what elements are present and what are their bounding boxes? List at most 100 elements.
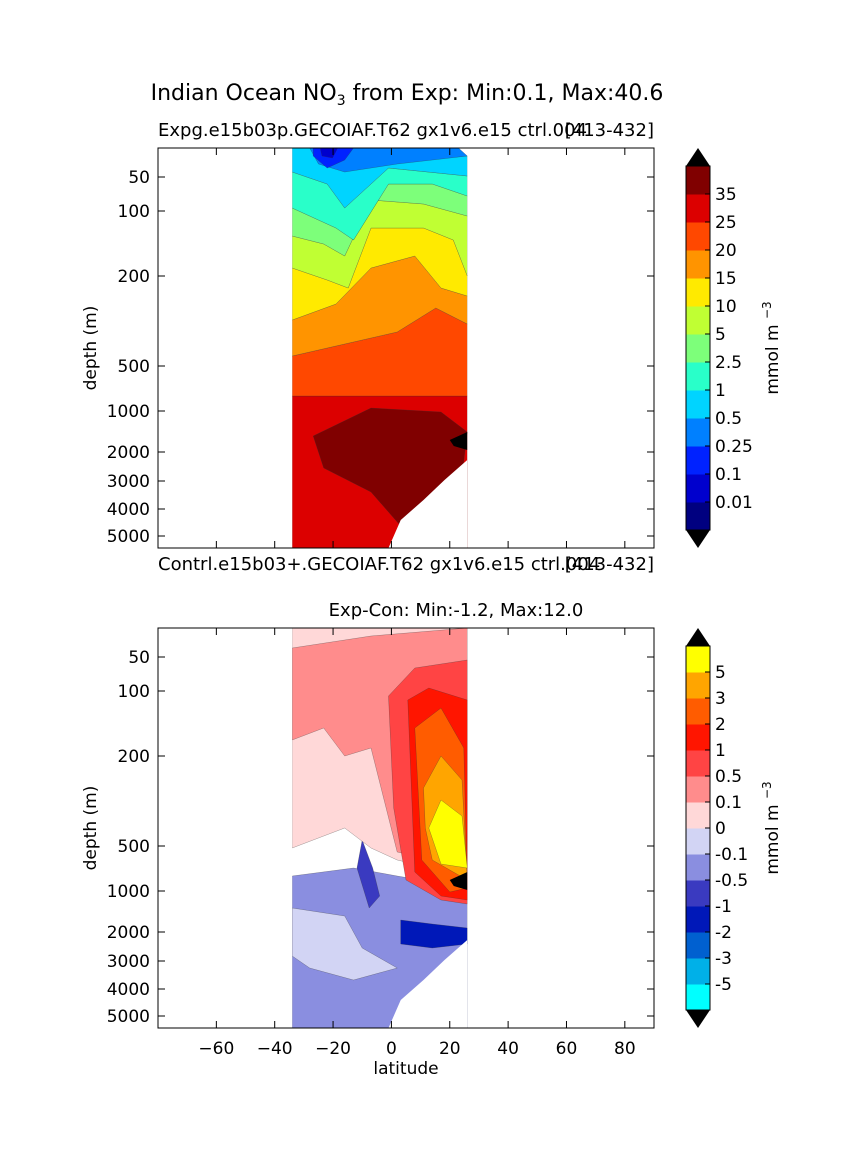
y-tick-label: 50 (128, 648, 150, 668)
panel-title-left: Expg.e15b03p.GECOIAF.T62 gx1v6.e15 ctrl.… (158, 120, 587, 141)
colorbar: -5 -3 -2 -1 -0.5 -0.1 0 0.1 0.5 1 2 3 5 mmol m −3 (685, 628, 783, 1028)
colorbar-swatch (686, 932, 710, 959)
colorbar-tick-label: -2 (715, 923, 732, 943)
colorbar-swatch (686, 672, 710, 699)
y-tick-label: 1000 (107, 402, 150, 422)
colorbar-swatch (686, 446, 710, 475)
y-axis-label: depth (m) (81, 306, 101, 391)
y-tick-label: 500 (118, 357, 150, 377)
y-tick-label: 5000 (107, 1007, 150, 1027)
colorbar-tick-label: 5 (715, 663, 726, 683)
colorbar-tick-label: 1 (715, 741, 726, 761)
figure-suptitle: Indian Ocean NO3 from Exp: Min:0.1, Max:… (151, 81, 664, 109)
colorbar-swatch (686, 698, 710, 725)
colorbar-tick-label: 10 (715, 297, 737, 317)
plot-frame (157, 627, 655, 1029)
panel-title-center: Exp-Con: Min:-1.2, Max:12.0 (329, 600, 584, 621)
x-tick-label: −60 (198, 1039, 234, 1059)
colorbar-tick-label: 5 (715, 325, 726, 345)
colorbar-swatch (686, 906, 710, 933)
colorbar-swatch (686, 418, 710, 447)
x-tick-label: 80 (614, 1039, 636, 1059)
suptitle-subscript: 3 (337, 93, 346, 109)
colorbar-swatch (686, 194, 710, 223)
x-tick-label: 40 (497, 1039, 519, 1059)
y-tick-label: 50 (128, 168, 150, 188)
colorbar-extend-min (686, 1010, 710, 1028)
colorbar-swatch (686, 250, 710, 279)
seafloor-mask (388, 940, 468, 1028)
colorbar-swatch (686, 958, 710, 985)
colorbar-swatch (686, 776, 710, 803)
y-tick-label: 2000 (107, 443, 150, 463)
colorbar-swatch (686, 724, 710, 751)
colorbar-tick-label: 0.5 (715, 409, 742, 429)
contour-band-2 (292, 907, 398, 981)
colorbar-tick-label: 1 (715, 381, 726, 401)
colorbar-tick-label: 35 (715, 185, 737, 205)
colorbar-swatch (686, 390, 710, 419)
contour-band-3 (356, 839, 380, 909)
colorbar-swatch (686, 828, 710, 855)
colorbar-swatch (686, 646, 710, 673)
contour-field (292, 628, 468, 1028)
x-tick-label: 60 (556, 1039, 578, 1059)
y-tick-label: 4000 (107, 500, 150, 520)
y-tick-label: 3000 (107, 952, 150, 972)
colorbar-tick-label: 2 (715, 715, 726, 735)
colorbar-tick-label: 0.01 (715, 493, 753, 513)
colorbar-extend-max (686, 628, 710, 646)
colorbar-swatch (686, 334, 710, 363)
panel-title-right: [413-432] (565, 120, 654, 141)
y-tick-label: 100 (118, 682, 150, 702)
colorbar-tick-label: 20 (715, 241, 737, 261)
colorbar-swatch (686, 474, 710, 503)
y-tick-label: 100 (118, 202, 150, 222)
y-tick-label: 2000 (107, 923, 150, 943)
x-tick-label: 0 (386, 1039, 397, 1059)
x-axis-label: latitude (373, 1059, 438, 1079)
colorbar-swatch (686, 278, 710, 307)
colorbar-swatch (686, 802, 710, 829)
plot-frame (157, 147, 655, 549)
seafloor-mask (388, 460, 468, 548)
panel-title-left: Contrl.e15b03+.GECOIAF.T62 gx1v6.e15 ctr… (158, 554, 600, 575)
contour-band-11 (428, 799, 468, 869)
contour-band-4 (400, 919, 468, 949)
colorbar-extend-min (686, 530, 710, 548)
over-range-patch (449, 432, 468, 450)
colorbar-tick-label: -0.1 (715, 845, 748, 865)
colorbar-swatch (686, 222, 710, 251)
colorbar-tick-label: 0.1 (715, 465, 742, 485)
y-tick-label: 4000 (107, 980, 150, 1000)
x-tick-label: −20 (315, 1039, 351, 1059)
colorbar-tick-label: 0 (715, 819, 726, 839)
chart-panel-1: 50 100 200 500 1000 2000 3000 4000 5000 depth (m)… (81, 120, 783, 549)
colorbar-swatch (686, 166, 710, 195)
colorbar-tick-label: 2.5 (715, 353, 742, 373)
panel-title-right: [413-432] (565, 554, 654, 575)
colorbar-tick-label: -3 (715, 949, 732, 969)
colorbar-swatch (686, 880, 710, 907)
colorbar-swatch (686, 362, 710, 391)
y-tick-label: 200 (118, 267, 150, 287)
x-tick-label: 20 (439, 1039, 461, 1059)
y-tick-label: 3000 (107, 472, 150, 492)
colorbar-label: mmol m −3 (760, 301, 783, 394)
colorbar-swatch (686, 306, 710, 335)
colorbar-tick-label: -1 (715, 897, 732, 917)
colorbar-tick-label: 0.5 (715, 767, 742, 787)
colorbar: 0.01 0.1 0.25 0.5 1 2.5 5 10 15 20 25 35 mmol m −3 (685, 148, 783, 548)
colorbar-tick-label: -5 (715, 975, 732, 995)
colorbar-swatch (686, 502, 710, 531)
y-axis-label: depth (m) (81, 786, 101, 871)
colorbar-swatch (686, 984, 710, 1011)
colorbar-tick-label: 25 (715, 213, 737, 233)
colorbar-tick-label: 0.1 (715, 793, 742, 813)
colorbar-tick-label: 15 (715, 269, 737, 289)
colorbar-frame (685, 165, 711, 531)
colorbar-tick-label: 3 (715, 689, 726, 709)
y-tick-label: 500 (118, 837, 150, 857)
